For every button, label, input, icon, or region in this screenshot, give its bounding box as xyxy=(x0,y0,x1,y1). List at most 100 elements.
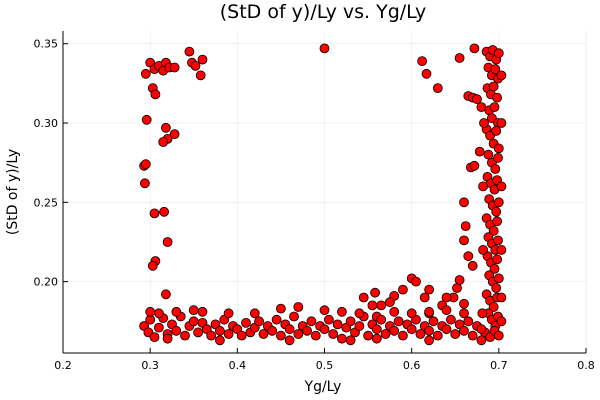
data-point xyxy=(380,329,391,339)
data-point xyxy=(419,292,430,303)
data-point xyxy=(488,302,499,312)
data-point xyxy=(424,335,435,346)
data-point xyxy=(376,314,387,325)
y-tick-label: 0.25 xyxy=(34,196,59,209)
data-point xyxy=(284,335,295,346)
data-point xyxy=(188,305,199,316)
data-point xyxy=(249,308,260,319)
data-point xyxy=(289,311,299,322)
y-tick-label: 0.20 xyxy=(34,276,59,289)
data-point xyxy=(370,287,381,298)
data-point xyxy=(319,43,330,54)
data-points xyxy=(139,43,507,346)
data-point xyxy=(197,54,208,65)
data-point xyxy=(406,308,417,319)
data-point xyxy=(441,292,452,303)
data-point xyxy=(275,303,286,314)
data-point xyxy=(354,321,365,331)
data-point xyxy=(284,324,295,335)
data-point xyxy=(184,46,195,57)
data-point xyxy=(490,64,501,74)
data-point xyxy=(424,284,435,295)
data-point xyxy=(459,325,469,336)
data-point xyxy=(493,48,504,59)
axes xyxy=(62,31,587,354)
data-point xyxy=(467,260,478,271)
data-point xyxy=(492,92,503,103)
data-point xyxy=(354,308,365,319)
data-point xyxy=(469,43,480,54)
data-point xyxy=(493,197,504,208)
data-point xyxy=(160,122,171,133)
data-point xyxy=(496,118,507,128)
data-point xyxy=(241,317,251,328)
data-point xyxy=(197,306,208,317)
data-point xyxy=(367,300,378,311)
data-point xyxy=(258,329,269,339)
x-tick-label: 0.7 xyxy=(490,359,508,372)
data-point xyxy=(254,316,265,327)
data-point xyxy=(160,289,171,300)
data-point xyxy=(363,330,374,341)
y-axis-label: (StD of y)/Ly xyxy=(5,149,21,235)
data-point xyxy=(158,137,169,147)
data-point xyxy=(467,330,478,341)
data-point xyxy=(432,83,443,93)
x-tick-label: 0.6 xyxy=(403,359,421,372)
data-point xyxy=(469,160,480,171)
data-point xyxy=(490,164,501,174)
x-tick-label: 0.5 xyxy=(316,359,334,372)
data-point xyxy=(424,306,435,317)
data-point xyxy=(153,308,164,319)
data-point xyxy=(162,333,173,344)
data-point xyxy=(310,330,321,341)
data-point xyxy=(496,292,507,303)
data-point xyxy=(492,254,503,265)
data-point xyxy=(159,206,170,217)
data-point xyxy=(483,149,494,160)
data-point xyxy=(332,319,343,330)
data-point xyxy=(188,316,199,327)
data-point xyxy=(488,81,499,92)
data-point xyxy=(397,330,408,341)
data-point xyxy=(180,330,190,341)
data-point xyxy=(424,325,435,336)
data-point xyxy=(474,146,485,157)
data-point xyxy=(415,329,426,339)
data-point xyxy=(459,235,469,246)
data-point xyxy=(328,329,339,339)
data-point xyxy=(411,276,421,287)
data-point xyxy=(493,152,503,163)
data-point xyxy=(150,89,161,100)
data-point xyxy=(441,305,452,316)
data-point xyxy=(496,181,507,192)
data-point xyxy=(450,329,461,339)
data-point xyxy=(393,316,404,327)
data-point xyxy=(454,53,465,63)
data-point xyxy=(493,273,504,284)
data-point xyxy=(496,244,507,255)
data-point xyxy=(421,68,432,79)
data-point xyxy=(345,335,356,346)
data-point xyxy=(397,284,408,295)
x-tick-label: 0.3 xyxy=(141,359,159,372)
data-point xyxy=(376,300,387,311)
data-point xyxy=(345,316,356,327)
data-point xyxy=(147,260,158,271)
data-point xyxy=(149,332,160,343)
data-point xyxy=(293,302,304,312)
data-point xyxy=(171,306,182,317)
data-point xyxy=(496,70,507,81)
data-point xyxy=(491,283,502,293)
data-point xyxy=(476,335,487,346)
data-point xyxy=(214,335,225,346)
data-point xyxy=(493,143,504,154)
data-point xyxy=(302,325,313,336)
data-point xyxy=(371,333,382,344)
data-point xyxy=(491,206,502,217)
data-point xyxy=(472,94,482,105)
data-point xyxy=(336,333,347,344)
data-point xyxy=(223,308,234,319)
data-point xyxy=(206,330,217,341)
